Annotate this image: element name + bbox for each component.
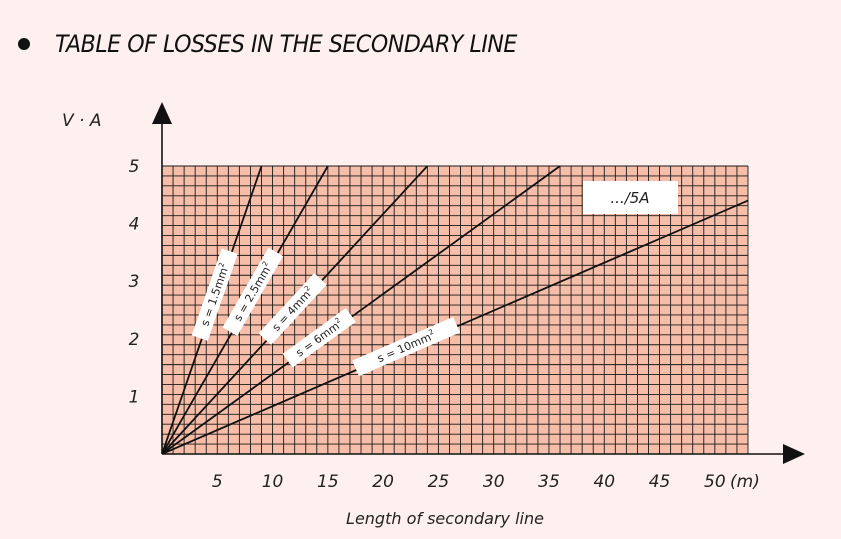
series-label-box bbox=[222, 247, 284, 336]
x-tick-label: 40 bbox=[593, 472, 615, 492]
annotation-text: .../5A bbox=[610, 189, 649, 207]
x-axis-label: Length of secondary line bbox=[346, 509, 544, 528]
y-tick-label: 1 bbox=[129, 387, 140, 407]
series-label-box bbox=[352, 316, 460, 377]
x-tick-label: 25 bbox=[428, 472, 450, 492]
x-axis-unit: (m) bbox=[730, 472, 760, 492]
x-tick-label: 30 bbox=[483, 472, 505, 492]
annotation-box-bg bbox=[583, 181, 678, 214]
x-tick-label: 50 bbox=[704, 472, 726, 492]
y-tick-label: 5 bbox=[129, 157, 140, 177]
x-tick-label: 10 bbox=[262, 472, 284, 492]
x-tick-label: 20 bbox=[372, 472, 394, 492]
chart-title: TABLE OF LOSSES IN THE SECONDARY LINE bbox=[55, 30, 517, 58]
chart-heading: TABLE OF LOSSES IN THE SECONDARY LINE bbox=[18, 30, 557, 58]
x-tick-label: 45 bbox=[649, 472, 671, 492]
x-tick-label: 5 bbox=[212, 472, 223, 492]
series-label-box bbox=[282, 308, 356, 368]
y-tick-label: 2 bbox=[129, 330, 140, 350]
axes bbox=[152, 102, 805, 464]
y-tick-label: 4 bbox=[129, 215, 140, 235]
x-tick-label: 15 bbox=[317, 472, 339, 492]
y-tick-label: 3 bbox=[129, 272, 140, 292]
bullet-icon bbox=[18, 38, 30, 50]
series-line bbox=[162, 166, 561, 454]
y-axis-label: V · A bbox=[62, 111, 101, 131]
x-axis-arrow-icon bbox=[783, 444, 805, 464]
series-label-box bbox=[258, 273, 327, 345]
x-tick-label: 35 bbox=[538, 472, 560, 492]
y-axis-arrow-icon bbox=[152, 102, 172, 124]
series-label-box bbox=[191, 248, 238, 341]
annotation-box: .../5A bbox=[583, 181, 678, 214]
